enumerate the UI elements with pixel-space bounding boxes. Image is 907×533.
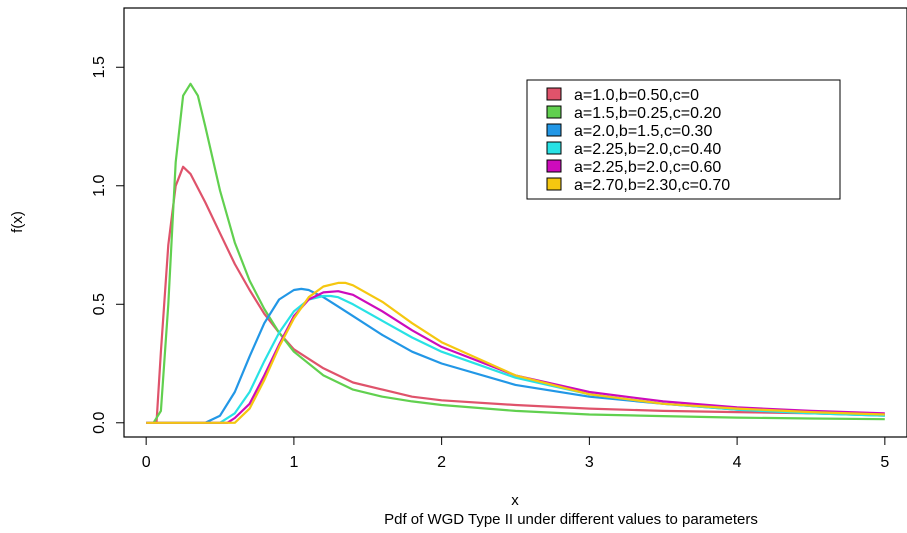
x-tick-label: 2 — [437, 454, 446, 471]
x-tick-label: 4 — [733, 454, 742, 471]
legend-swatch-4 — [546, 141, 562, 155]
legend: a=1.0,b=0.50,c=0a=1.5,b=0.25,c=0.20a=2.0… — [526, 79, 841, 200]
legend-label-6: a=2.70,b=2.30,c=0.70 — [574, 177, 730, 194]
legend-swatch-3 — [546, 123, 562, 137]
x-tick-label: 3 — [585, 454, 594, 471]
y-tick-label: 1.0 — [91, 175, 108, 197]
x-axis-title: x — [511, 492, 519, 509]
series-line-4 — [146, 294, 885, 424]
legend-label-3: a=2.0,b=1.5,c=0.30 — [574, 123, 712, 140]
series-line-6 — [146, 281, 885, 424]
y-tick-label: 0.5 — [91, 293, 108, 315]
legend-swatch-6 — [546, 177, 562, 191]
y-tick-label: 0.0 — [91, 412, 108, 434]
legend-swatch-1 — [546, 87, 562, 101]
series-layer — [146, 82, 885, 424]
plot-frame — [123, 7, 907, 438]
series-line-3 — [146, 287, 885, 424]
series-line-5 — [146, 290, 885, 424]
x-tick-label: 1 — [289, 454, 298, 471]
legend-swatch-5 — [546, 159, 562, 173]
x-axis: 0 1 2 3 4 5 — [142, 436, 889, 471]
legend-label-1: a=1.0,b=0.50,c=0 — [574, 87, 699, 104]
y-axis: 0.0 0.5 1.0 1.5 — [91, 56, 125, 434]
legend-label-4: a=2.25,b=2.0,c=0.40 — [574, 141, 721, 158]
y-tick-label: 1.5 — [91, 56, 108, 78]
legend-swatch-2 — [546, 105, 562, 119]
chart-caption: Pdf of WGD Type II under different value… — [384, 511, 758, 528]
legend-label-5: a=2.25,b=2.0,c=0.60 — [574, 159, 721, 176]
x-tick-label: 5 — [880, 454, 889, 471]
y-axis-title: f(x) — [9, 211, 26, 233]
legend-box — [526, 79, 841, 200]
legend-label-2: a=1.5,b=0.25,c=0.20 — [574, 105, 721, 122]
x-tick-label: 0 — [142, 454, 151, 471]
series-line-1 — [155, 165, 885, 423]
